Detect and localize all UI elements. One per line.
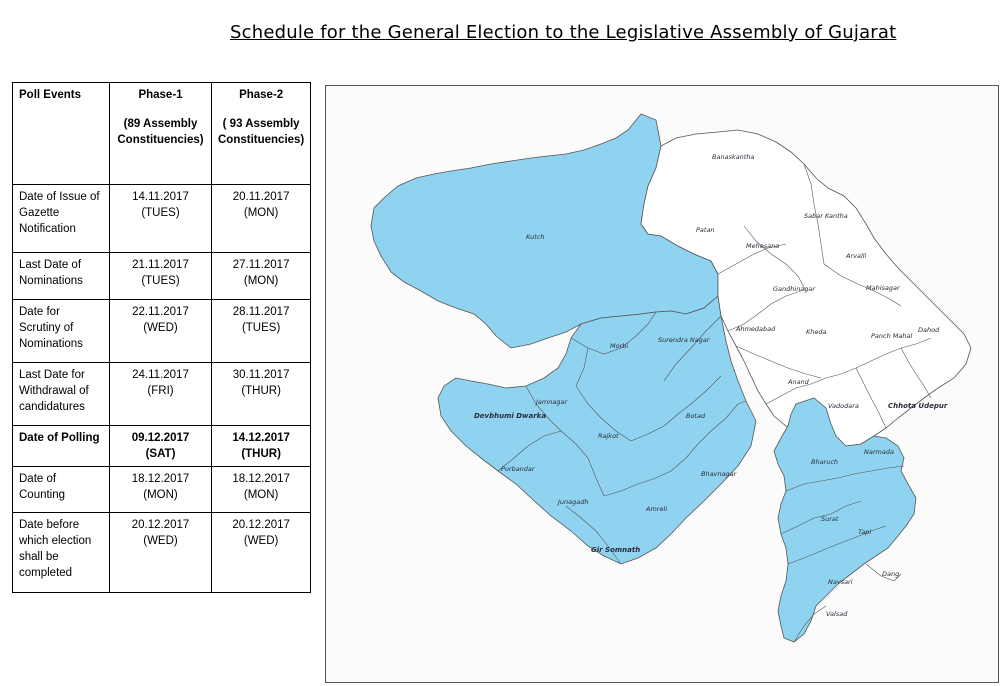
label-ahmedabad: Ahmedabad: [735, 325, 776, 333]
event-cell: Date of Polling: [12, 425, 110, 467]
label-narmada: Narmada: [864, 448, 894, 456]
label-patan: Patan: [696, 226, 715, 234]
label-bharuch: Bharuch: [811, 458, 838, 466]
phase2-cell: 30.11.2017 (THUR): [210, 362, 312, 426]
label-surendra-nagar: Surendra Nagar: [658, 336, 711, 344]
label-morbi: Morbi: [610, 342, 628, 350]
label-mehesana: Mehesana: [746, 242, 779, 250]
table-row: Date of Issue of Gazette Notification 14…: [12, 184, 312, 253]
label-dang: Dang: [882, 570, 899, 578]
phase1-cell: 21.11.2017 (TUES): [109, 252, 212, 300]
event-cell: Date of Counting: [12, 466, 110, 513]
label-gir-somnath: Gir Somnath: [591, 546, 640, 554]
phase1-cell: 20.12.2017 (WED): [109, 512, 212, 593]
phase2-cell: 14.12.2017 (THUR): [210, 425, 312, 467]
label-rajkot: Rajkot: [598, 432, 619, 440]
table-row: Date before which election shall be comp…: [12, 512, 312, 593]
table-row: Date of Polling 09.12.2017 (SAT) 14.12.20…: [12, 425, 312, 467]
label-tapi: Tapi: [858, 528, 871, 536]
district-south: [773, 397, 917, 643]
label-vadodara: Vadodara: [828, 402, 859, 410]
table-row: Last Date of Nominations 21.11.2017 (TUES…: [12, 252, 312, 300]
label-amreli: Amreli: [645, 505, 667, 513]
table-header-row: Poll Events Phase-1 (89 Assembly Constit…: [12, 82, 312, 185]
gujarat-map: Banaskantha Sabar Kantha Patan Mehesana …: [325, 85, 999, 683]
label-navsari: Navsari: [828, 578, 853, 586]
district-borders: [497, 163, 932, 643]
map-svg: Banaskantha Sabar Kantha Patan Mehesana …: [370, 113, 972, 643]
label-junagadh: Junagadh: [556, 498, 589, 506]
label-kutch: Kutch: [526, 233, 544, 241]
label-surat: Surat: [821, 515, 839, 523]
event-cell: Date before which election shall be comp…: [12, 512, 110, 593]
event-cell: Last Date for Withdrawal of candidatures: [12, 362, 110, 426]
label-porbandar: Porbandar: [501, 465, 536, 473]
label-aravalli: Arvalli: [845, 252, 867, 260]
header-phase-2: Phase-2 ( 93 Assembly Constituencies): [210, 82, 312, 185]
label-panch-mahal: Panch Mahal: [871, 332, 912, 340]
label-valsad: Valsad: [826, 610, 848, 618]
phase1-cell: 09.12.2017 (SAT): [109, 425, 212, 467]
label-dahod: Dahod: [918, 326, 940, 334]
event-cell: Last Date of Nominations: [12, 252, 110, 300]
phase1-cell: 22.11.2017 (WED): [109, 299, 212, 363]
label-devbhumi-dwarka: Devbhumi Dwarka: [474, 412, 546, 420]
phase2-cell: 18.12.2017 (MON): [210, 466, 312, 513]
label-kheda: Kheda: [806, 328, 827, 336]
phase2-cell: 20.12.2017 (WED): [210, 512, 312, 593]
phase1-cell: 18.12.2017 (MON): [109, 466, 212, 513]
phase2-cell: 28.11.2017 (TUES): [210, 299, 312, 363]
table-row: Last Date for Withdrawal of candidatures…: [12, 362, 312, 426]
phase1-cell: 24.11.2017 (FRI): [109, 362, 212, 426]
schedule-table: Poll Events Phase-1 (89 Assembly Constit…: [12, 82, 312, 593]
event-cell: Date for Scrutiny of Nominations: [12, 299, 110, 363]
phase2-cell: 20.11.2017 (MON): [210, 184, 312, 253]
phase2-cell: 27.11.2017 (MON): [210, 252, 312, 300]
table-row: Date of Counting 18.12.2017 (MON) 18.12.2…: [12, 466, 312, 513]
label-jamnagar: Jamnagar: [534, 398, 568, 406]
event-cell: Date of Issue of Gazette Notification: [12, 184, 110, 253]
label-anand: Anand: [787, 378, 810, 386]
label-bhavnagar: Bhavnagar: [701, 470, 738, 478]
label-mahisagar: Mahisagar: [866, 284, 901, 292]
label-gandhinagar: Gandhinagar: [773, 285, 816, 293]
label-botad: Botad: [686, 412, 706, 420]
phase1-cell: 14.11.2017 (TUES): [109, 184, 212, 253]
page-title: Schedule for the General Election to the…: [230, 22, 897, 43]
label-sabar-kantha: Sabar Kantha: [804, 212, 848, 220]
header-phase-1: Phase-1 (89 Assembly Constituencies): [109, 82, 212, 185]
district-north-central: [640, 129, 972, 447]
label-chhota-udepur: Chhota Udepur: [888, 402, 948, 410]
header-poll-events: Poll Events: [12, 82, 110, 185]
table-row: Date for Scrutiny of Nominations 22.11.2…: [12, 299, 312, 363]
label-banaskantha: Banaskantha: [712, 153, 754, 161]
